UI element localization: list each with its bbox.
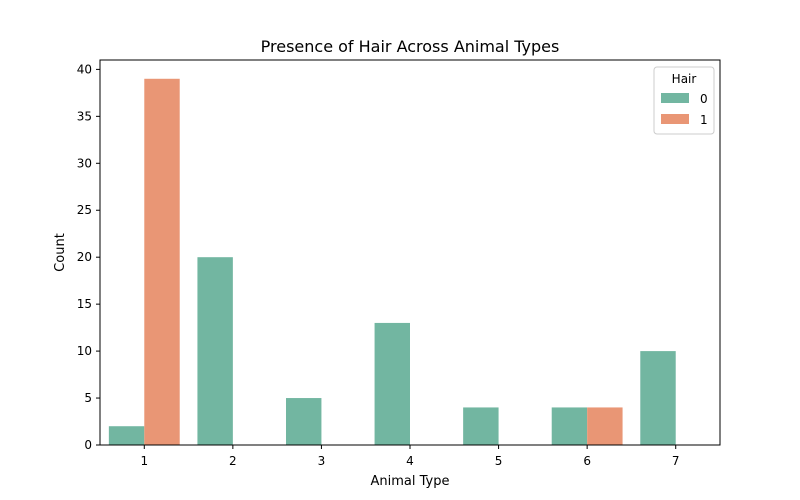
legend-swatch-1 — [661, 114, 689, 124]
y-tick-label: 40 — [77, 62, 92, 76]
bar-type-1-hair-1 — [144, 78, 180, 445]
axes-frame — [99, 59, 721, 446]
y-tick-label: 25 — [77, 203, 92, 217]
bar-type-6-hair-0 — [551, 407, 588, 445]
legend-entries: 01 — [661, 92, 708, 127]
x-tick-label: 6 — [583, 454, 591, 468]
bar-type-6-hair-1 — [587, 407, 623, 445]
bar-type-7-hair-0 — [640, 351, 676, 445]
x-tick-label: 7 — [672, 454, 680, 468]
bar-type-1-hair-0 — [108, 426, 145, 445]
y-tick-label: 30 — [77, 156, 92, 170]
y-axis: 0 5 10 15 20 25 30 35 40 — [77, 62, 100, 452]
legend-title: Hair — [672, 72, 697, 86]
bar-type-3-hair-0 — [286, 398, 322, 445]
y-tick-label: 15 — [77, 297, 92, 311]
y-tick-label: 35 — [77, 109, 92, 123]
y-tick-label: 5 — [84, 391, 92, 405]
x-tick-label: 1 — [140, 454, 148, 468]
x-tick-label: 3 — [318, 454, 326, 468]
legend-label-0: 0 — [700, 92, 708, 106]
x-tick-label: 5 — [495, 454, 503, 468]
chart-title: Presence of Hair Across Animal Types — [261, 37, 560, 56]
y-axis-label: Count — [53, 233, 68, 272]
bar-type-4-hair-0 — [374, 322, 410, 445]
y-tick-label: 10 — [77, 344, 92, 358]
x-axis-label: Animal Type — [371, 474, 450, 489]
legend: Hair 01 — [653, 66, 715, 135]
bar-type-5-hair-0 — [463, 407, 499, 445]
y-tick-label: 0 — [84, 438, 92, 452]
x-axis: 1 2 3 4 5 6 7 — [140, 445, 680, 468]
bar-type-2-hair-0 — [197, 257, 233, 445]
legend-swatch-0 — [661, 93, 689, 103]
legend-label-1: 1 — [700, 113, 708, 127]
bars-group — [108, 78, 676, 445]
y-tick-label: 20 — [77, 250, 92, 264]
x-tick-label: 2 — [229, 454, 237, 468]
x-tick-label: 4 — [406, 454, 414, 468]
